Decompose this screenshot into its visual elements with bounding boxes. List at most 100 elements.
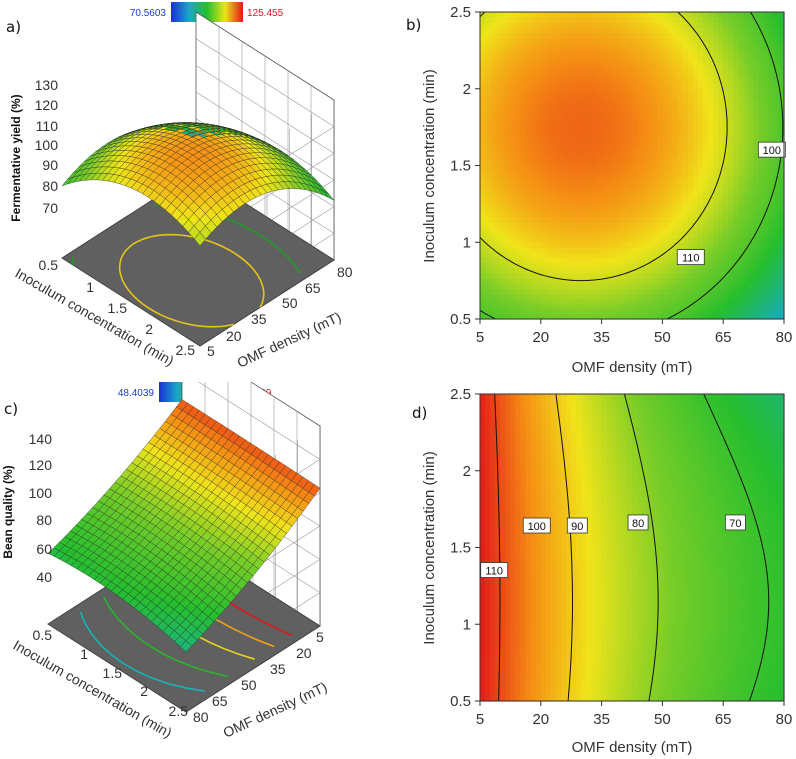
d-field-cell <box>480 660 486 666</box>
b-field-cell <box>708 150 714 156</box>
b-field-cell <box>485 22 491 28</box>
b-field-cell <box>586 206 593 213</box>
b-field-cell <box>682 150 689 156</box>
b-field-cell <box>510 237 517 243</box>
b-field-cell <box>591 68 598 74</box>
b-field-cell <box>682 139 689 146</box>
b-field-cell <box>596 42 603 49</box>
b-field-cell <box>642 134 648 141</box>
b-field-cell <box>550 237 557 243</box>
b-field-cell <box>743 78 750 85</box>
b-field-cell <box>758 78 765 85</box>
b-field-cell <box>611 272 618 279</box>
b-field-cell <box>667 185 674 192</box>
b-field-cell <box>556 293 562 300</box>
b-field-cell <box>733 170 739 177</box>
b-field-cell <box>768 185 775 192</box>
b-field-cell <box>591 283 598 289</box>
b-field-cell <box>571 206 577 213</box>
b-field-cell <box>682 73 689 80</box>
d-field-cell <box>480 440 486 446</box>
b-field-cell <box>728 185 734 192</box>
b-field-cell <box>632 170 638 177</box>
b-field-cell <box>540 175 547 182</box>
b-field-cell <box>662 257 669 264</box>
b-field-cell <box>530 22 537 28</box>
b-field-cell <box>601 139 608 146</box>
b-field-cell <box>682 104 689 110</box>
b-field-cell <box>556 201 562 208</box>
b-field-cell <box>748 206 755 213</box>
b-field-cell <box>728 252 734 259</box>
b-field-cell <box>540 12 547 18</box>
b-field-cell <box>748 27 755 34</box>
b-field-cell <box>682 134 689 141</box>
b-field-cell <box>773 63 780 69</box>
b-field-cell <box>692 88 699 95</box>
b-field-cell <box>692 288 699 295</box>
b-field-cell <box>550 109 557 115</box>
b-field-cell <box>672 272 679 279</box>
b-field-cell <box>763 313 770 320</box>
b-field-cell <box>510 165 517 172</box>
b-field-cell <box>733 293 739 300</box>
b-field-cell <box>596 242 603 248</box>
b-field-cell <box>621 267 628 274</box>
b-field-cell <box>550 191 557 197</box>
b-field-cell <box>773 278 780 284</box>
b-field-cell <box>550 272 557 279</box>
b-field-cell <box>525 88 532 95</box>
b-field-cell <box>591 63 598 69</box>
b-field-cell <box>530 288 537 295</box>
b-field-cell <box>505 191 511 197</box>
b-field-cell <box>748 63 755 69</box>
b-field-cell <box>485 226 491 233</box>
c-ytick-80: 80 <box>36 512 52 528</box>
b-field-cell <box>632 42 638 49</box>
b-field-cell <box>601 114 608 121</box>
b-field-cell <box>647 27 653 34</box>
b-field-cell <box>480 242 486 248</box>
b-field-cell <box>485 221 491 228</box>
b-field-cell <box>728 313 734 320</box>
b-field-cell <box>545 303 552 310</box>
b-field-cell <box>657 180 663 187</box>
b-field-cell <box>768 68 775 74</box>
b-field-cell <box>515 119 522 126</box>
b-field-cell <box>571 109 577 115</box>
b-field-cell <box>768 134 775 141</box>
b-field-cell <box>733 73 739 80</box>
b-field-cell <box>647 145 653 151</box>
b-field-cell <box>535 288 542 295</box>
b-field-cell <box>682 68 689 74</box>
b-field-cell <box>642 293 648 300</box>
b-field-cell <box>480 303 486 310</box>
b-field-cell <box>667 267 674 274</box>
b-field-cell <box>682 155 689 161</box>
b-field-cell <box>505 175 511 182</box>
b-field-cell <box>697 27 704 34</box>
b-field-cell <box>485 180 491 187</box>
b-field-cell <box>672 155 679 161</box>
b-field-cell <box>520 47 527 54</box>
b-field-cell <box>728 63 734 69</box>
c-wall-grid <box>198 382 321 460</box>
b-field-cell <box>566 134 572 141</box>
b-field-cell <box>535 267 542 274</box>
b-field-cell <box>677 293 684 300</box>
b-field-cell <box>652 83 658 90</box>
b-field-cell <box>697 272 704 279</box>
b-field-cell <box>763 52 770 59</box>
b-field-cell <box>667 298 674 305</box>
b-field-cell <box>723 257 729 264</box>
b-field-cell <box>571 42 577 49</box>
b-field-cell <box>657 185 663 192</box>
b-field-cell <box>697 278 704 284</box>
b-field-cell <box>763 196 770 202</box>
b-field-cell <box>662 68 669 74</box>
b-field-cell <box>682 12 689 18</box>
b-field-cell <box>657 109 663 115</box>
b-field-cell <box>753 145 760 151</box>
b-field-cell <box>520 175 527 182</box>
b-field-cell <box>753 109 760 115</box>
